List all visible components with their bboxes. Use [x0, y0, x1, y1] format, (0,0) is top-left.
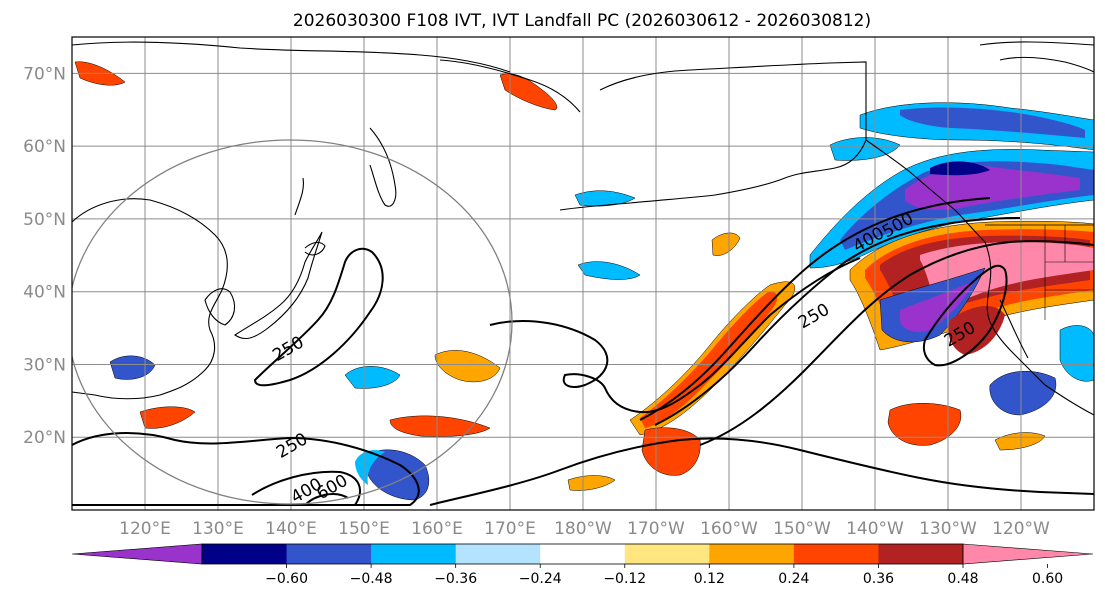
- colorbar-frame: [201, 543, 964, 565]
- coastline-mexico: [1044, 384, 1094, 416]
- contour-500-ar: [654, 217, 1021, 426]
- colorbar-extend-low: [71, 543, 203, 565]
- lon-tick-label: 150°E: [338, 519, 390, 539]
- colorbar-tick-label: 0.12: [694, 571, 725, 587]
- contour-250-south-central: [429, 437, 1094, 506]
- positive-anomaly-ar-core: [640, 291, 778, 428]
- lon-tick-label: 140°W: [846, 519, 904, 539]
- lat-tick-label: 20°N: [23, 428, 66, 448]
- negative-anomaly-mexico-west: [989, 370, 1057, 416]
- lon-tick-label: 150°W: [773, 519, 831, 539]
- latitude-tick-labels: 70°N 60°N 50°N 40°N 30°N 20°N: [23, 64, 66, 448]
- contour-250-central: [489, 257, 861, 414]
- coastline-chukotka: [439, 59, 581, 113]
- longitude-tick-labels: 120°E 130°E 140°E 150°E 160°E 170°E 180°W 170°W…: [119, 519, 1050, 539]
- positive-anomaly-dateline-blob: [434, 350, 501, 383]
- lon-tick-label: 120°E: [119, 519, 171, 539]
- contour-250-southwest-pacific: [72, 432, 420, 506]
- coastline-canada-bc: [865, 139, 986, 243]
- negative-anomaly-bc-coast: [829, 137, 901, 161]
- coastline-kamchatka: [369, 127, 397, 207]
- coastline-alaska: [599, 61, 867, 196]
- colorbar-tick-label: −0.12: [603, 571, 646, 587]
- negative-anomaly-core-purple: [905, 166, 1080, 210]
- map-frame: [71, 36, 1095, 511]
- positive-anomaly-nw-pacific-strip: [389, 415, 491, 437]
- negative-anomaly-northern-canada-core: [900, 107, 1085, 138]
- contour-400-ar: [639, 197, 991, 421]
- lat-tick-label: 40°N: [23, 283, 66, 303]
- lon-tick-label: 120°W: [992, 519, 1050, 539]
- contour-250-west-coast: [922, 264, 1008, 367]
- colorbar-bin: [709, 544, 795, 564]
- positive-anomaly-south-central: [567, 475, 616, 491]
- reference-circle: [72, 139, 513, 505]
- lon-tick-label: 130°W: [919, 519, 977, 539]
- lon-tick-label: 160°W: [700, 519, 758, 539]
- contour-600-southwest: [304, 493, 349, 506]
- positive-anomaly-baja: [948, 305, 1005, 355]
- coastline-japan: [234, 231, 323, 340]
- negative-anomaly-california-wedge-purple: [900, 280, 975, 332]
- map-graticule: [72, 37, 1094, 510]
- colorbar-bin: [286, 544, 372, 564]
- ivt-contours: [72, 197, 1094, 506]
- positive-anomaly-hawaii-north: [711, 232, 741, 256]
- contour-250-asia: [253, 247, 384, 387]
- state-borders-west: [1044, 225, 1094, 320]
- lon-tick-label: 180°W: [554, 519, 612, 539]
- negative-anomaly-central-north: [577, 261, 641, 280]
- colorbar-bin: [624, 544, 710, 564]
- contour-250-east: [699, 240, 1094, 446]
- coastline-asia: [72, 198, 228, 400]
- colorbar-tick-label: 0.36: [863, 571, 894, 587]
- lon-tick-label: 130°E: [192, 519, 244, 539]
- colorbar-bin: [455, 544, 541, 564]
- coastline-baja: [999, 299, 1029, 359]
- lon-tick-label: 170°E: [484, 519, 536, 539]
- contour-400-southwest: [251, 470, 361, 506]
- colorbar: −0.60 −0.48 −0.36 −0.24 −0.12 0.12 0.24 0.36 0.4…: [71, 543, 1094, 587]
- ivt-shading: [74, 61, 1094, 501]
- lon-tick-label: 160°E: [411, 519, 463, 539]
- lon-tick-label: 140°E: [265, 519, 317, 539]
- coastline-aleutians: [559, 194, 716, 211]
- negative-anomaly-west-pacific-halo: [355, 450, 385, 485]
- coastline-us-west: [984, 241, 1046, 386]
- colorbar-bin: [878, 544, 964, 564]
- colorbar-tick-label: −0.24: [519, 571, 562, 587]
- colorbar-tick-label: −0.48: [350, 571, 393, 587]
- coastline-hudson-bay: [979, 41, 1094, 46]
- colorbar-tick-label: 0.48: [947, 571, 978, 587]
- coastlines: [72, 41, 1094, 416]
- lon-tick-label: 170°W: [627, 519, 685, 539]
- negative-anomaly-navy: [930, 161, 990, 176]
- coastline-siberia-north: [72, 41, 511, 73]
- colorbar-tick-label: −0.36: [434, 571, 477, 587]
- positive-anomaly-philippines: [139, 406, 196, 429]
- negative-anomaly-mexico-east: [1059, 325, 1094, 382]
- colorbar-bin: [371, 544, 457, 564]
- negative-anomaly-south-china-sea: [109, 355, 156, 380]
- figure-title: 2026030300 F108 IVT, IVT Landfall PC (20…: [293, 11, 871, 31]
- colorbar-tick-label: 0.60: [1032, 571, 1063, 587]
- lat-tick-label: 60°N: [23, 137, 66, 157]
- colorbar-bin: [793, 544, 879, 564]
- colorbar-bin: [202, 544, 288, 564]
- colorbar-extend-high: [962, 543, 1094, 565]
- colorbar-tick-label: −0.60: [265, 571, 308, 587]
- lat-tick-label: 50°N: [23, 210, 66, 230]
- coastline-sakhalin-hokkaido: [294, 177, 326, 256]
- coastline-arctic-islands: [999, 56, 1094, 73]
- colorbar-bin: [540, 544, 626, 564]
- colorbar-tick-label: 0.24: [778, 571, 809, 587]
- negative-anomaly-dateline-blob: [344, 366, 401, 389]
- lat-tick-label: 30°N: [23, 355, 66, 375]
- lat-tick-label: 70°N: [23, 64, 66, 84]
- coastline-korea: [204, 288, 236, 326]
